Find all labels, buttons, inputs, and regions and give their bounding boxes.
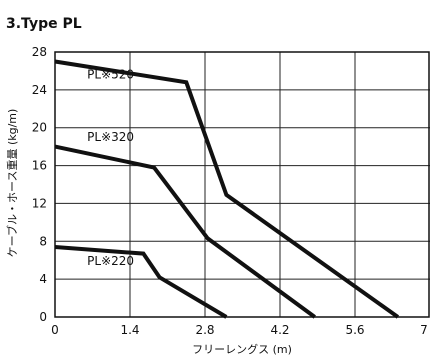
series-line (54, 144, 316, 319)
series-label: PL※520 (87, 68, 134, 82)
series-label: PL※220 (87, 254, 134, 268)
x-tick-label: 4.2 (270, 323, 289, 337)
y-tick-label: 24 (32, 83, 47, 97)
x-tick-label: 1.4 (120, 323, 139, 337)
y-tick-label: 28 (32, 45, 47, 59)
y-tick-label: 20 (32, 121, 47, 135)
x-axis-label: フリーレングス (m) (192, 342, 292, 356)
x-tick-label: 5.6 (345, 323, 364, 337)
x-tick-labels: 0 1.4 2.8 4.2 5.6 7 (51, 323, 428, 337)
y-tick-label: 0 (39, 310, 47, 324)
y-tick-label: 4 (39, 272, 47, 286)
plot-frame (54, 51, 430, 318)
x-tick-label: 2.8 (195, 323, 214, 337)
grid (55, 52, 430, 317)
chart-title: 3.Type PL (6, 16, 82, 32)
series-label: PL※320 (87, 130, 134, 144)
series-lines (54, 59, 400, 319)
y-tick-label: 16 (32, 159, 47, 173)
series-line (54, 245, 228, 319)
series-labels: PL※520 PL※320 PL※220 (87, 68, 134, 268)
series-line (54, 59, 400, 319)
y-tick-label: 12 (32, 196, 47, 210)
y-tick-label: 8 (39, 234, 47, 248)
x-tick-label: 0 (51, 323, 59, 337)
y-tick-labels: 0 4 8 12 16 20 24 28 (32, 45, 47, 324)
y-axis-label: ケーブル・ホース重量 (kg/m) (5, 109, 19, 258)
x-tick-label: 7 (420, 323, 428, 337)
